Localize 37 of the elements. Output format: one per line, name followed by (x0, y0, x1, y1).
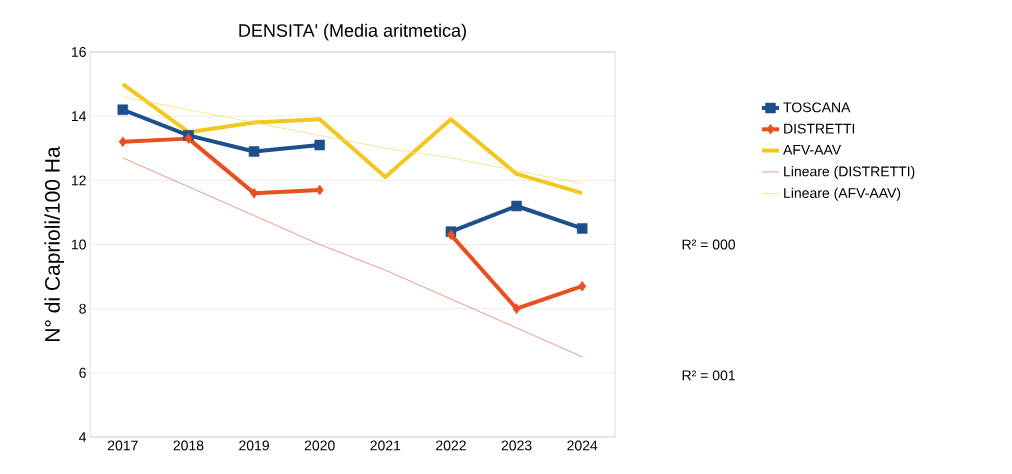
point (315, 184, 324, 196)
x-tick-label: 2019 (239, 440, 269, 451)
x-tick-label: 2018 (173, 440, 204, 451)
y-tick-label: 12 (71, 175, 86, 186)
legend-label: DISTRETTI (784, 123, 855, 134)
y-tick-label: 10 (71, 239, 86, 250)
x-tick-label: 2023 (501, 440, 532, 451)
line-series (120, 82, 585, 196)
y-axis-title: N° di Caprioli/100 Ha (44, 146, 65, 341)
y-tick-label: 6 (79, 367, 86, 378)
chart-title: DENSITA' (Media aritmetica) (239, 23, 466, 41)
legend-label: Lineare (DISTRETTI) (784, 166, 915, 180)
legend-label: AFV-AAV (783, 144, 842, 155)
point (576, 223, 588, 234)
y-tick-label: 8 (79, 303, 86, 314)
point (117, 104, 129, 115)
legend-label: Lineare (AFV-AAV) (784, 187, 901, 201)
text: R² = 000 (682, 239, 736, 250)
x-tick-label: 2021 (370, 440, 401, 451)
x-tick-label: 2020 (304, 440, 335, 451)
legend-label: TOSCANA (783, 102, 851, 113)
y-tick-label: 16 (71, 47, 86, 57)
point (512, 303, 521, 314)
x-tick-label: 2024 (567, 440, 598, 451)
text: R² = 001 (682, 370, 735, 381)
x-tick-label: 2022 (436, 440, 466, 451)
line-series (122, 96, 583, 184)
line-series (122, 157, 583, 358)
point (248, 146, 260, 157)
y-tick-label: 14 (71, 111, 87, 121)
x-tick-label: 2017 (107, 440, 138, 451)
point (314, 139, 325, 151)
point (446, 229, 455, 241)
point (511, 200, 522, 212)
y-tick-label: 4 (79, 432, 87, 442)
point (118, 136, 127, 148)
point (578, 280, 587, 292)
